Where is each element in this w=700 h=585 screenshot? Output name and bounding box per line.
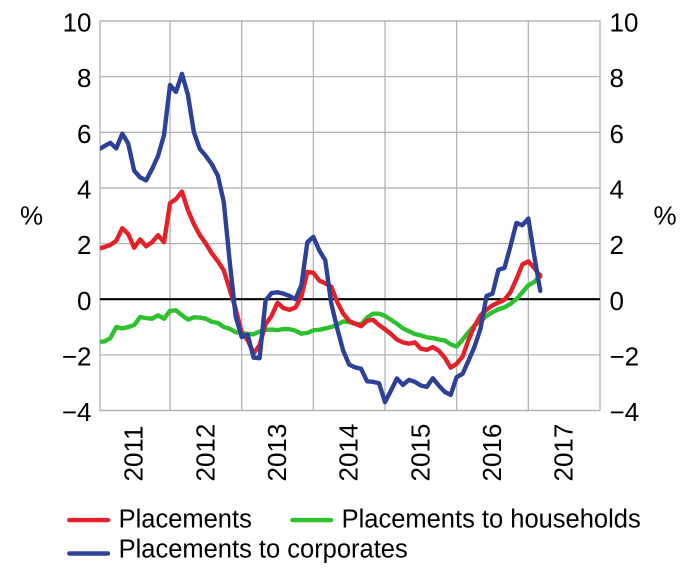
svg-text:8: 8 <box>610 63 624 93</box>
svg-text:Placements to households: Placements to households <box>342 506 641 534</box>
svg-text:−2: −2 <box>62 341 92 371</box>
svg-text:8: 8 <box>77 63 91 93</box>
svg-text:%: % <box>653 200 676 230</box>
svg-text:10: 10 <box>610 8 639 38</box>
svg-text:2016: 2016 <box>477 424 507 482</box>
svg-text:6: 6 <box>610 119 624 149</box>
svg-text:2011: 2011 <box>119 426 149 482</box>
svg-text:10: 10 <box>63 8 92 38</box>
svg-text:−4: −4 <box>62 397 92 427</box>
svg-text:0: 0 <box>610 286 624 316</box>
svg-text:2: 2 <box>610 230 624 260</box>
svg-text:2015: 2015 <box>405 424 435 482</box>
svg-text:2013: 2013 <box>262 424 292 482</box>
svg-text:6: 6 <box>77 119 91 149</box>
svg-text:2: 2 <box>77 230 91 260</box>
svg-text:4: 4 <box>77 175 91 205</box>
svg-text:2017: 2017 <box>549 424 579 482</box>
svg-text:0: 0 <box>77 286 91 316</box>
svg-text:2014: 2014 <box>334 424 364 482</box>
svg-text:−4: −4 <box>610 397 640 427</box>
svg-text:−2: −2 <box>610 341 640 371</box>
svg-text:Placements: Placements <box>119 506 252 534</box>
svg-text:Placements to corporates: Placements to corporates <box>119 536 408 564</box>
svg-text:2012: 2012 <box>190 424 220 482</box>
svg-text:4: 4 <box>610 175 624 205</box>
svg-text:%: % <box>20 200 43 230</box>
